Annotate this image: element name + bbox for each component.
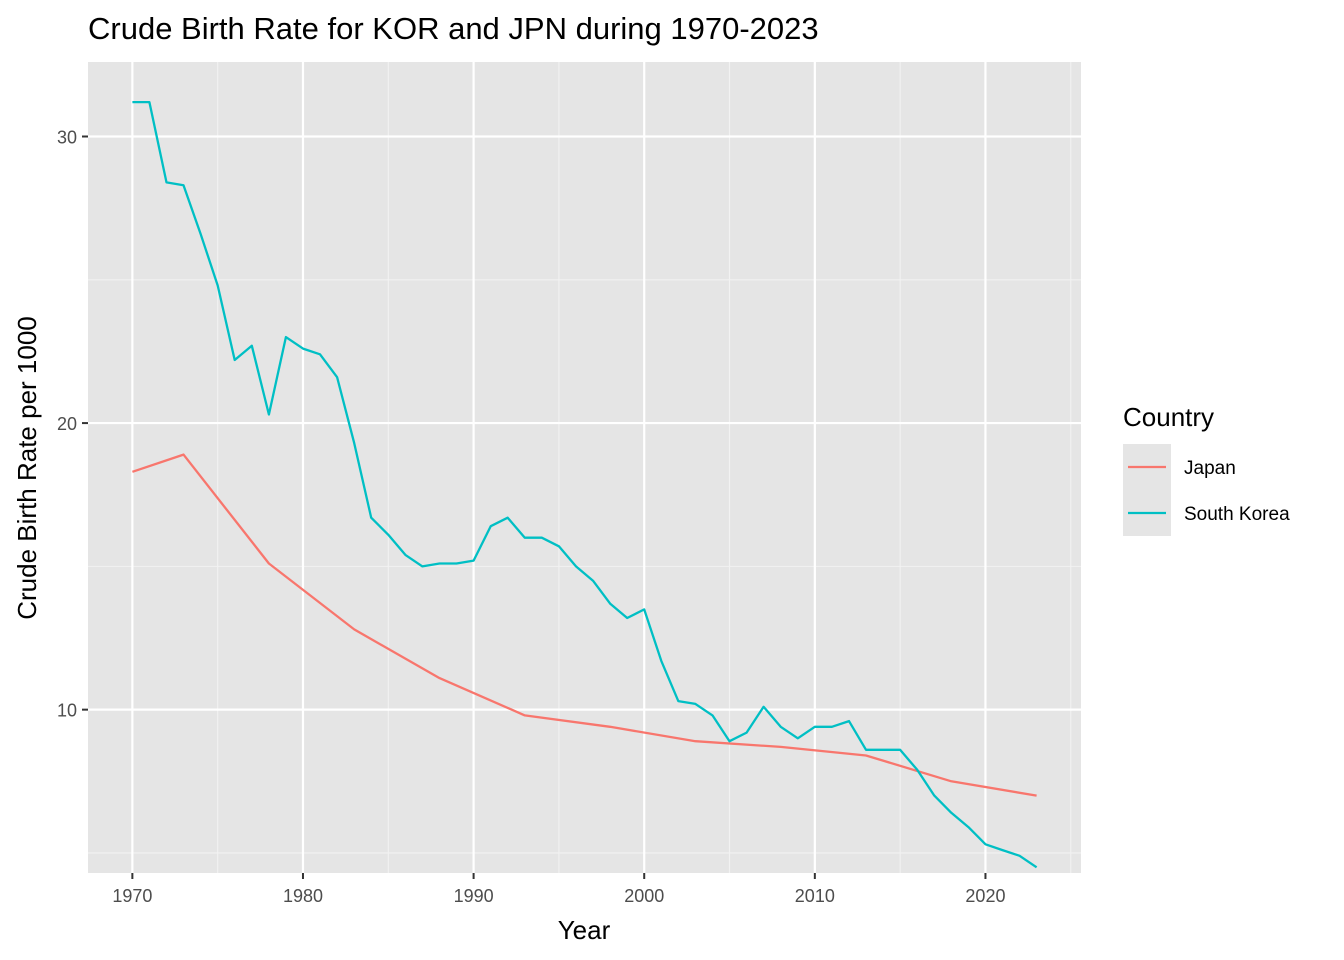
x-tick-label: 2020 xyxy=(965,886,1005,906)
y-axis: 10 20 30 xyxy=(57,128,88,721)
x-tick-label: 1970 xyxy=(112,886,152,906)
plot-panel xyxy=(88,62,1081,873)
series-line-japan xyxy=(132,453,1037,797)
x-axis: 1970 1980 1990 2000 2010 2020 xyxy=(112,873,1005,906)
x-tick-label: 2010 xyxy=(795,886,835,906)
y-tick-label: 10 xyxy=(57,701,77,721)
legend-title: Country xyxy=(1123,402,1214,432)
chart-title: Crude Birth Rate for KOR and JPN during … xyxy=(88,11,819,46)
major-gridlines xyxy=(88,62,1081,873)
y-axis-title: Crude Birth Rate per 1000 xyxy=(12,316,42,620)
series-line-south-korea xyxy=(132,100,1038,869)
x-tick-label: 1990 xyxy=(454,886,494,906)
x-tick-label: 2000 xyxy=(624,886,664,906)
x-axis-title: Year xyxy=(558,915,611,945)
x-tick-label: 1980 xyxy=(283,886,323,906)
legend-label-south-korea: South Korea xyxy=(1184,504,1290,525)
legend: Country Japan South Korea xyxy=(1123,402,1290,536)
minor-gridlines xyxy=(88,62,1081,873)
legend-label-japan: Japan xyxy=(1184,458,1236,479)
y-tick-label: 20 xyxy=(57,414,77,434)
series-lines xyxy=(132,100,1038,869)
y-tick-label: 30 xyxy=(57,128,77,148)
